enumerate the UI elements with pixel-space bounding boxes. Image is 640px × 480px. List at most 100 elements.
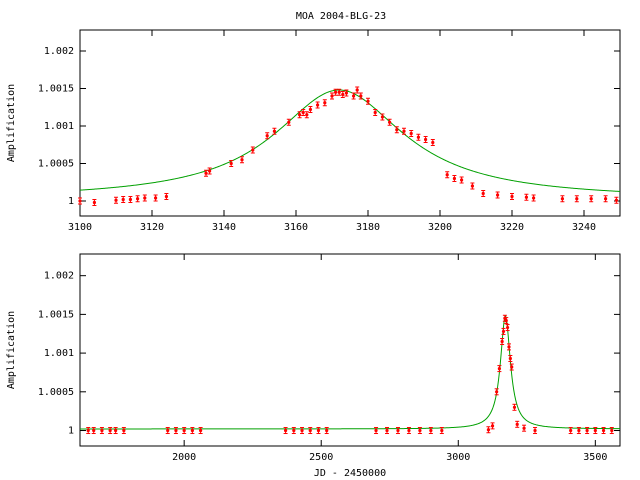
top-data-point: [366, 97, 370, 105]
bottom-panel: 1 1.0005 1.001 1.0015 1.002 2000 2500 3000 3500…: [6, 253, 621, 479]
bottom-data-point: [533, 427, 538, 435]
top-data-point: [142, 194, 147, 202]
bottom-data-point: [165, 427, 170, 435]
top-data-point: [574, 195, 579, 203]
bottom-data-points: [86, 314, 614, 435]
top-data-point: [423, 136, 428, 143]
top-data-point: [301, 109, 306, 116]
top-data-point: [121, 196, 126, 203]
bottom-data-point: [522, 424, 527, 432]
bottom-data-point: [497, 365, 502, 373]
top-x-tick-label: 3200: [428, 222, 452, 233]
top-x-tick-label: 3160: [284, 222, 308, 233]
top-data-point: [394, 126, 399, 134]
top-data-point: [153, 194, 158, 202]
bottom-data-point: [385, 427, 390, 435]
top-data-point: [240, 156, 244, 164]
bottom-data-point: [601, 427, 606, 435]
top-x-tick-label: 3180: [356, 222, 380, 233]
top-panel: 1 1.0005 1.001 1.0015 1.002 3100 3120 3140 3160…: [6, 29, 621, 233]
top-data-point: [351, 92, 356, 100]
top-data-point: [135, 195, 140, 203]
bottom-x-ticks: 2000 2500 3000 3500: [172, 254, 607, 463]
bottom-y-axis-label: Amplification: [6, 311, 17, 389]
bottom-data-point: [300, 427, 305, 435]
bottom-plot-frame: [79, 253, 621, 447]
top-data-point: [358, 92, 363, 100]
top-data-point: [308, 106, 313, 113]
bottom-data-point: [494, 388, 499, 396]
bottom-data-point: [512, 403, 517, 411]
top-y-axis-label: Amplification: [6, 84, 17, 162]
top-data-point: [524, 193, 529, 201]
bottom-data-point: [316, 427, 321, 435]
bottom-data-point: [121, 427, 126, 435]
bottom-model-curve: [79, 315, 621, 430]
top-data-point: [78, 197, 82, 205]
bottom-data-point: [505, 324, 510, 332]
top-data-point: [373, 109, 378, 116]
bottom-data-point: [324, 427, 329, 435]
bottom-y-tick-label: 1.0005: [38, 387, 74, 398]
bottom-data-point: [515, 420, 520, 428]
top-data-point: [452, 175, 457, 182]
top-data-point: [304, 111, 309, 119]
top-data-point: [286, 118, 291, 126]
bottom-data-point: [291, 427, 296, 435]
top-data-point: [92, 199, 97, 206]
top-y-tick-label: 1.0015: [38, 84, 74, 95]
top-data-point: [481, 190, 486, 197]
top-data-point: [409, 130, 414, 137]
top-data-point: [114, 196, 118, 204]
bottom-x-tick-label: 3500: [583, 452, 607, 463]
top-data-point: [470, 182, 475, 190]
bottom-y-ticks: 1 1.0005 1.001 1.0015 1.002: [38, 271, 620, 437]
x-axis-label: JD - 2450000: [314, 468, 386, 479]
top-data-point: [430, 139, 435, 146]
bottom-data-point: [576, 427, 581, 435]
bottom-y-tick-label: 1.0015: [38, 309, 74, 320]
top-y-tick-label: 1.002: [44, 46, 74, 57]
top-data-point: [128, 196, 133, 203]
top-data-point: [495, 191, 500, 199]
top-data-point: [387, 118, 392, 126]
top-plot-frame: [79, 29, 621, 217]
bottom-data-point: [173, 427, 178, 435]
bottom-data-point: [508, 355, 513, 363]
top-data-point: [204, 169, 208, 177]
bottom-data-point: [609, 427, 614, 435]
top-data-point: [333, 88, 338, 96]
bottom-data-point: [190, 427, 195, 435]
bottom-data-point: [593, 427, 598, 435]
top-data-point: [340, 91, 345, 98]
top-data-point: [229, 160, 234, 167]
top-data-point: [297, 111, 302, 119]
bottom-data-point: [99, 427, 104, 435]
bottom-y-tick-label: 1: [68, 426, 74, 437]
bottom-data-point: [504, 317, 509, 325]
bottom-data-point: [198, 427, 203, 435]
bottom-data-point: [428, 427, 433, 435]
top-x-tick-label: 3140: [212, 222, 236, 233]
bottom-data-point: [406, 427, 411, 435]
bottom-data-point: [91, 427, 96, 435]
bottom-data-point: [439, 427, 444, 435]
top-y-tick-label: 1: [68, 196, 74, 207]
top-model-curve: [79, 89, 621, 192]
top-data-point: [265, 132, 270, 140]
top-y-tick-label: 1.001: [44, 121, 74, 132]
top-x-ticks: 3100 3120 3140 3160 3180 3200 3220 3240: [68, 30, 596, 233]
top-data-point: [603, 195, 608, 203]
top-x-tick-label: 3120: [140, 222, 164, 233]
bottom-y-tick-label: 1.001: [44, 348, 74, 359]
bottom-data-point: [509, 363, 514, 371]
top-data-point: [510, 193, 514, 200]
bottom-data-point: [283, 427, 288, 435]
top-data-point: [322, 99, 327, 107]
top-y-ticks: 1 1.0005 1.001 1.0015 1.002: [38, 46, 620, 207]
bottom-data-point: [490, 422, 495, 430]
bottom-data-point: [113, 427, 118, 435]
bottom-data-point: [506, 343, 511, 351]
top-y-tick-label: 1.0005: [38, 159, 74, 170]
